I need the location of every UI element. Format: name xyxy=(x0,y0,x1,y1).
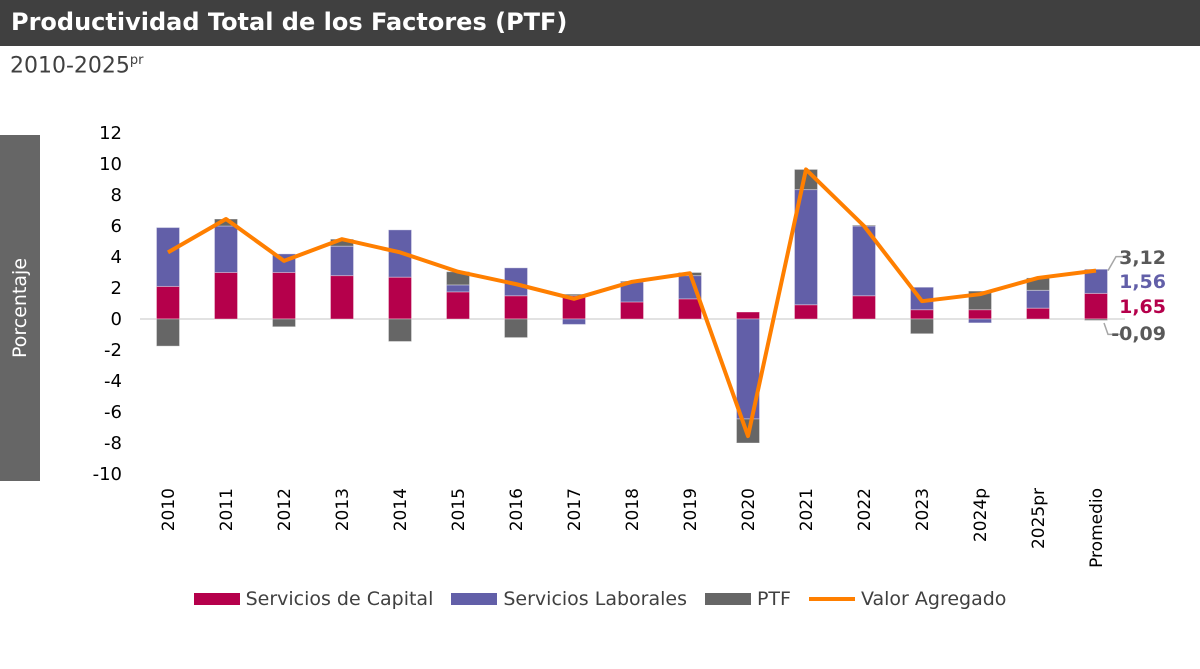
bar-servicios-laborales xyxy=(1026,289,1050,309)
legend-swatch xyxy=(451,593,498,605)
y-tick-label: 8 xyxy=(111,185,122,206)
x-tick-label: 2016 xyxy=(507,488,527,531)
annotation-label: 3,12 xyxy=(1119,247,1166,269)
bar-servicios-de-capital xyxy=(330,275,354,320)
x-tick-label: 2020 xyxy=(739,488,759,531)
x-tick-label: 2017 xyxy=(565,488,585,531)
bar-servicios-de-capital xyxy=(388,276,412,320)
x-tick-label: 2023 xyxy=(913,488,933,531)
x-tick-label: 2022 xyxy=(855,488,875,531)
bar-servicios-de-capital xyxy=(678,298,702,320)
bar-servicios-de-capital xyxy=(910,309,934,320)
bar-ptf xyxy=(1084,318,1108,321)
x-tick-label: Promedio xyxy=(1087,488,1107,568)
legend-label: Valor Agregado xyxy=(860,588,1007,610)
legend-swatch xyxy=(808,597,855,601)
y-tick-label: -6 xyxy=(104,402,122,423)
x-tick-label: 2011 xyxy=(217,488,237,531)
bar-ptf xyxy=(156,318,180,347)
y-tick-label: -2 xyxy=(104,340,122,361)
bar-servicios-de-capital xyxy=(272,272,296,320)
bar-ptf xyxy=(272,318,296,328)
x-tick-label: 2018 xyxy=(623,488,643,531)
bar-ptf xyxy=(388,318,412,342)
y-tick-label: -4 xyxy=(104,371,122,392)
bar-servicios-de-capital xyxy=(214,272,238,320)
bar-servicios-de-capital xyxy=(156,285,180,320)
legend-label: PTF xyxy=(756,588,791,610)
bar-servicios-laborales xyxy=(214,225,238,273)
x-tick-label: 2010 xyxy=(159,488,179,531)
chart-title: Productividad Total de los Factores (PTF… xyxy=(11,8,568,36)
bar-servicios-de-capital xyxy=(446,291,470,320)
annotation-label: 1,65 xyxy=(1119,296,1166,318)
annotation-label: -0,09 xyxy=(1111,323,1166,345)
bar-servicios-laborales xyxy=(330,245,354,277)
x-tick-label: 2025pr xyxy=(1029,488,1049,549)
bar-servicios-laborales xyxy=(156,227,180,287)
y-axis-label-box xyxy=(0,135,40,481)
subtitle-text: 2010-2025 xyxy=(10,53,130,79)
bar-servicios-de-capital xyxy=(1026,307,1050,320)
x-tick-label: 2021 xyxy=(797,488,817,531)
bar-servicios-de-capital xyxy=(736,311,760,320)
annotation-leader-line xyxy=(1103,322,1120,336)
legend-label: Servicios de Capital xyxy=(245,588,434,610)
chart-subtitle: 2010-2025pr xyxy=(10,53,144,78)
y-tick-label: 0 xyxy=(111,309,122,330)
bar-servicios-de-capital xyxy=(620,301,644,320)
bar-servicios-de-capital xyxy=(794,304,818,320)
y-tick-label: 12 xyxy=(99,123,122,144)
legend-item: Valor Agregado xyxy=(808,588,1007,610)
subtitle-sup: pr xyxy=(129,53,144,68)
x-tick-label: 2013 xyxy=(333,488,353,531)
x-tick-label: 2014 xyxy=(391,488,411,531)
y-tick-label: -8 xyxy=(104,433,122,454)
bar-servicios-laborales xyxy=(968,318,992,324)
legend-swatch xyxy=(193,593,240,605)
x-tick-label: 2012 xyxy=(275,488,295,531)
annotation-leader-line xyxy=(1107,255,1123,272)
line-valor-agregado xyxy=(167,167,1097,439)
x-tick-label: 2019 xyxy=(681,488,701,531)
annotation-label: 1,56 xyxy=(1119,271,1166,293)
bar-servicios-laborales xyxy=(446,284,470,293)
y-tick-label: 10 xyxy=(99,154,122,175)
legend: Servicios de Capital Servicios Laborales P… xyxy=(0,588,1200,610)
bar-servicios-laborales xyxy=(1084,268,1108,294)
x-tick-label: 2015 xyxy=(449,488,469,531)
x-tick-label: 2024p xyxy=(971,488,991,542)
bar-servicios-laborales xyxy=(562,318,586,325)
y-tick-label: 4 xyxy=(111,247,122,268)
legend-swatch xyxy=(704,593,751,605)
bar-ptf xyxy=(910,318,934,335)
y-tick-label: 2 xyxy=(111,278,122,299)
legend-item: Servicios Laborales xyxy=(451,588,687,610)
title-bar: Productividad Total de los Factores (PTF… xyxy=(0,0,1200,46)
bar-servicios-de-capital xyxy=(1084,292,1108,320)
legend-label: Servicios Laborales xyxy=(503,588,687,610)
legend-item: PTF xyxy=(704,588,791,610)
bar-servicios-de-capital xyxy=(504,295,528,320)
bar-servicios-de-capital xyxy=(852,295,876,320)
bar-ptf xyxy=(504,318,528,339)
legend-item: Servicios de Capital xyxy=(193,588,434,610)
y-tick-label: -10 xyxy=(93,464,122,485)
bar-servicios-de-capital xyxy=(968,309,992,320)
y-tick-label: 6 xyxy=(111,216,122,237)
